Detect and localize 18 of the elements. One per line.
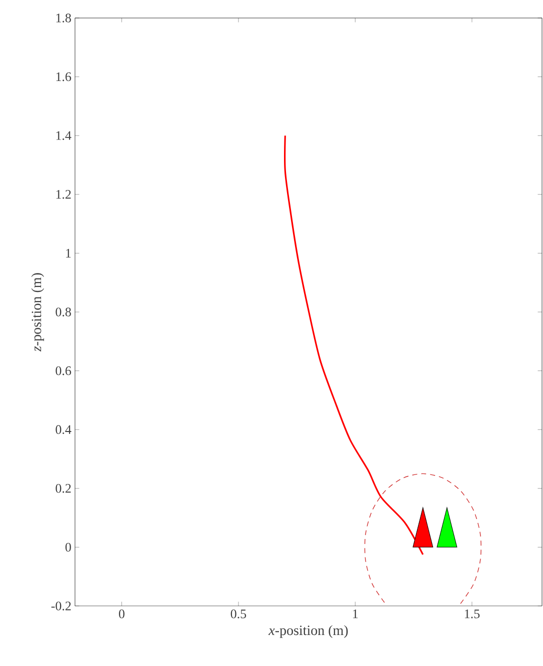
- y-tick-label: 0.4: [56, 425, 72, 434]
- y-tick-label: 0.6: [56, 366, 72, 376]
- x-axis-title: x-position (m): [268, 625, 348, 638]
- y-tick-label: -0.2: [51, 602, 71, 610]
- y-axis-title: z-position (m): [31, 273, 44, 352]
- y-tick-label: 1.6: [56, 72, 72, 82]
- y-tick-label: 1: [66, 248, 71, 258]
- y-tick-label: 1.4: [56, 131, 72, 140]
- x-tick-label: 1.5: [464, 610, 480, 618]
- y-tick-label: 1.8: [56, 14, 71, 22]
- y-tick-label: 0.8: [56, 308, 71, 316]
- x-tick-label: 0: [118, 610, 124, 618]
- x-tick-label: 0.5: [230, 610, 246, 618]
- y-tick-label: 0.2: [56, 484, 71, 493]
- y-tick-label: 1.2: [56, 190, 71, 199]
- x-tick-label: 1: [353, 610, 358, 618]
- line-series: [364, 473, 482, 604]
- y-tick-label: 0: [65, 542, 71, 552]
